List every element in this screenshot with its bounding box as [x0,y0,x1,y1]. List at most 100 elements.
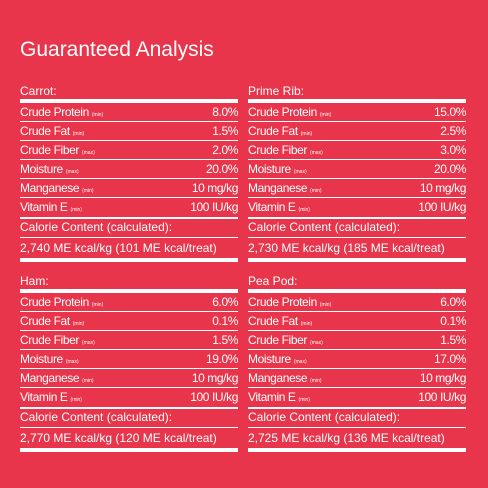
divider [248,197,466,198]
divider [20,311,238,312]
divider [20,448,238,452]
nutrient-value: 10 mg/kg [419,371,467,385]
qualifier: (max) [309,150,323,156]
nutrient-label: Manganese (min) [20,181,94,195]
panel: Prime Rib: Crude Protein (min) 15.0% Crude F… [248,84,466,264]
qualifier: (min) [300,131,313,137]
nutrient-value: 2.0% [212,143,238,157]
nutrient-value: 100 IU/kg [418,200,466,214]
nutrient-row: Crude Fiber (max) 2.0% [20,141,238,160]
nutrient-row: Manganese (min) 10 mg/kg [248,179,466,198]
nutrient-row: Crude Fiber (max) 1.5% [20,331,238,350]
nutrient-value: 20.0% [205,162,238,176]
calorie-value: 2,730 ME kcal/kg (185 ME kcal/treat) [248,241,445,255]
divider [248,237,466,238]
nutrient-label: Moisture (max) [20,162,79,176]
panel: Ham: Crude Protein (min) 6.0% Crude Fat (min)… [20,274,238,454]
divider [248,258,466,262]
nutrient-label: Moisture (max) [20,352,79,366]
nutrient-label: Vitamin E (min) [20,200,82,214]
divider [20,258,238,262]
qualifier: (min) [298,207,310,213]
nutrient-row: Crude Protein (min) 15.0% [248,103,466,122]
nutrient-value: 17.0% [433,352,466,366]
nutrient-label: Moisture (max) [248,162,307,176]
nutrient-label: Crude Protein (min) [20,105,104,119]
qualifier: (min) [91,112,104,118]
nutrient-row: Manganese (min) 10 mg/kg [20,369,238,388]
calorie-heading: Calorie Content (calculated): [248,410,401,424]
nutrient-label: Vitamin E (min) [248,200,310,214]
divider [20,330,238,331]
nutrient-value: 3.0% [440,143,466,157]
divider [20,387,238,388]
nutrient-value: 8.0% [212,105,238,119]
nutrient-value: 6.0% [440,295,466,309]
nutrient-row: Vitamin E (min) 100 IU/kg [20,198,238,217]
calorie-value: 2,725 ME kcal/kg (136 ME kcal/treat) [248,431,445,445]
nutrient-value: 6.0% [212,295,238,309]
divider [248,368,466,369]
divider [20,407,238,409]
divider [20,159,238,160]
calorie-heading: Calorie Content (calculated): [20,220,173,234]
panel-name: Prime Rib: [248,84,305,98]
nutrient-label: Crude Fiber (max) [20,333,95,347]
divider [20,140,238,141]
calorie-heading: Calorie Content (calculated): [20,410,173,424]
qualifier: (min) [310,188,322,194]
divider [20,197,238,198]
divider [248,427,466,428]
divider [248,311,466,312]
nutrient-row: Crude Fiber (max) 1.5% [248,331,466,350]
divider [248,407,466,409]
nutrient-row: Vitamin E (min) 100 IU/kg [248,388,466,407]
qualifier: (min) [91,302,104,308]
nutrient-label: Crude Fat (min) [248,124,313,138]
nutrient-row: Moisture (max) 20.0% [20,160,238,179]
qualifier: (min) [82,188,94,194]
nutrient-label: Crude Fiber (max) [248,333,323,347]
divider [248,289,466,293]
qualifier: (min) [72,321,85,327]
nutrient-row: Moisture (max) 17.0% [248,350,466,369]
qualifier: (max) [309,340,323,346]
nutrient-row: Moisture (max) 19.0% [20,350,238,369]
divider [20,237,238,238]
nutrient-value: 0.1% [440,314,466,328]
divider [248,121,466,122]
divider [20,368,238,369]
nutrient-row: Moisture (max) 20.0% [248,160,466,179]
nutrient-value: 15.0% [433,105,466,119]
calorie-value: 2,770 ME kcal/kg (120 ME kcal/treat) [20,431,217,445]
qualifier: (max) [81,150,95,156]
qualifier: (min) [72,131,85,137]
nutrient-value: 1.5% [440,333,466,347]
nutrient-label: Crude Fat (min) [20,124,85,138]
nutrient-label: Crude Fiber (max) [20,143,95,157]
nutrient-label: Crude Fat (min) [248,314,313,328]
nutrient-label: Crude Protein (min) [20,295,104,309]
nutrient-row: Manganese (min) 10 mg/kg [248,369,466,388]
qualifier: (min) [298,397,310,403]
qualifier: (min) [310,378,322,384]
nutrient-row: Crude Fiber (max) 3.0% [248,141,466,160]
nutrient-row: Crude Protein (min) 6.0% [20,293,238,312]
nutrient-label: Vitamin E (min) [248,390,310,404]
nutrient-value: 100 IU/kg [418,390,466,404]
nutrient-label: Manganese (min) [248,181,322,195]
nutrient-row: Crude Protein (min) 6.0% [248,293,466,312]
nutrient-label: Moisture (max) [248,352,307,366]
divider [20,178,238,179]
nutrient-row: Crude Fat (min) 2.5% [248,122,466,141]
divider [248,178,466,179]
qualifier: (max) [81,340,95,346]
divider [20,349,238,350]
divider [248,330,466,331]
nutrient-row: Manganese (min) 10 mg/kg [20,179,238,198]
divider [248,448,466,452]
nutrient-value: 10 mg/kg [419,181,467,195]
qualifier: (max) [293,359,307,365]
panel: Carrot: Crude Protein (min) 8.0% Crude Fat (m… [20,84,238,264]
